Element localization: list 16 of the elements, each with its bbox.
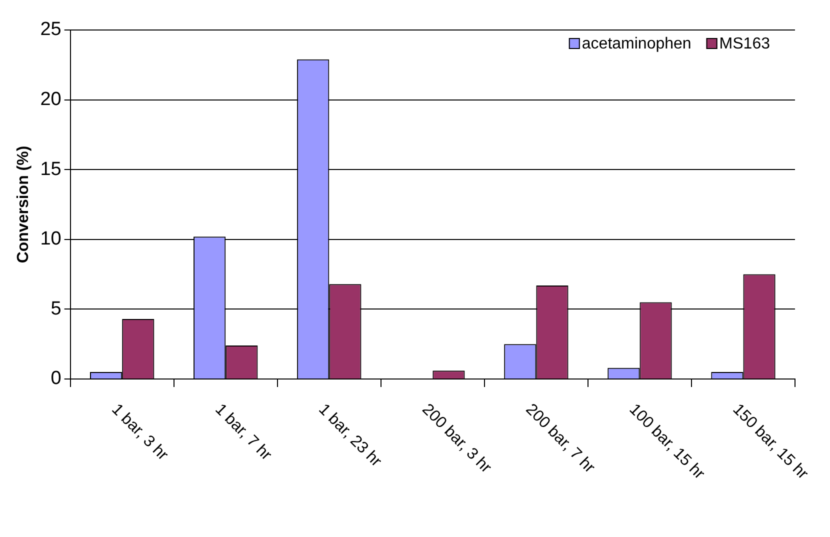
y-tick-label: 5 <box>50 298 62 320</box>
x-tick-label: 200 bar, 7 hr <box>522 400 598 477</box>
x-tick-label: 1 bar, 23 hr <box>315 400 385 471</box>
y-tick-label: 20 <box>40 89 62 110</box>
y-tick-label: 0 <box>50 368 62 390</box>
legend-label: MS163 <box>719 35 770 52</box>
y-tick-label: 25 <box>40 19 62 40</box>
y-tick-label: 15 <box>40 158 62 180</box>
x-tick-label: 100 bar, 15 hr <box>626 400 708 484</box>
x-tick-label: 1 bar, 7 hr <box>212 400 276 464</box>
y-axis-title: Conversion (%) <box>15 146 32 264</box>
y-tick-label: 10 <box>40 228 62 250</box>
legend-label: acetaminophen <box>582 35 692 52</box>
x-tick-label: 150 bar, 15 hr <box>729 400 812 484</box>
x-tick-label: 1 bar, 3 hr <box>108 400 172 464</box>
x-tick-label: 200 bar, 3 hr <box>418 400 495 477</box>
